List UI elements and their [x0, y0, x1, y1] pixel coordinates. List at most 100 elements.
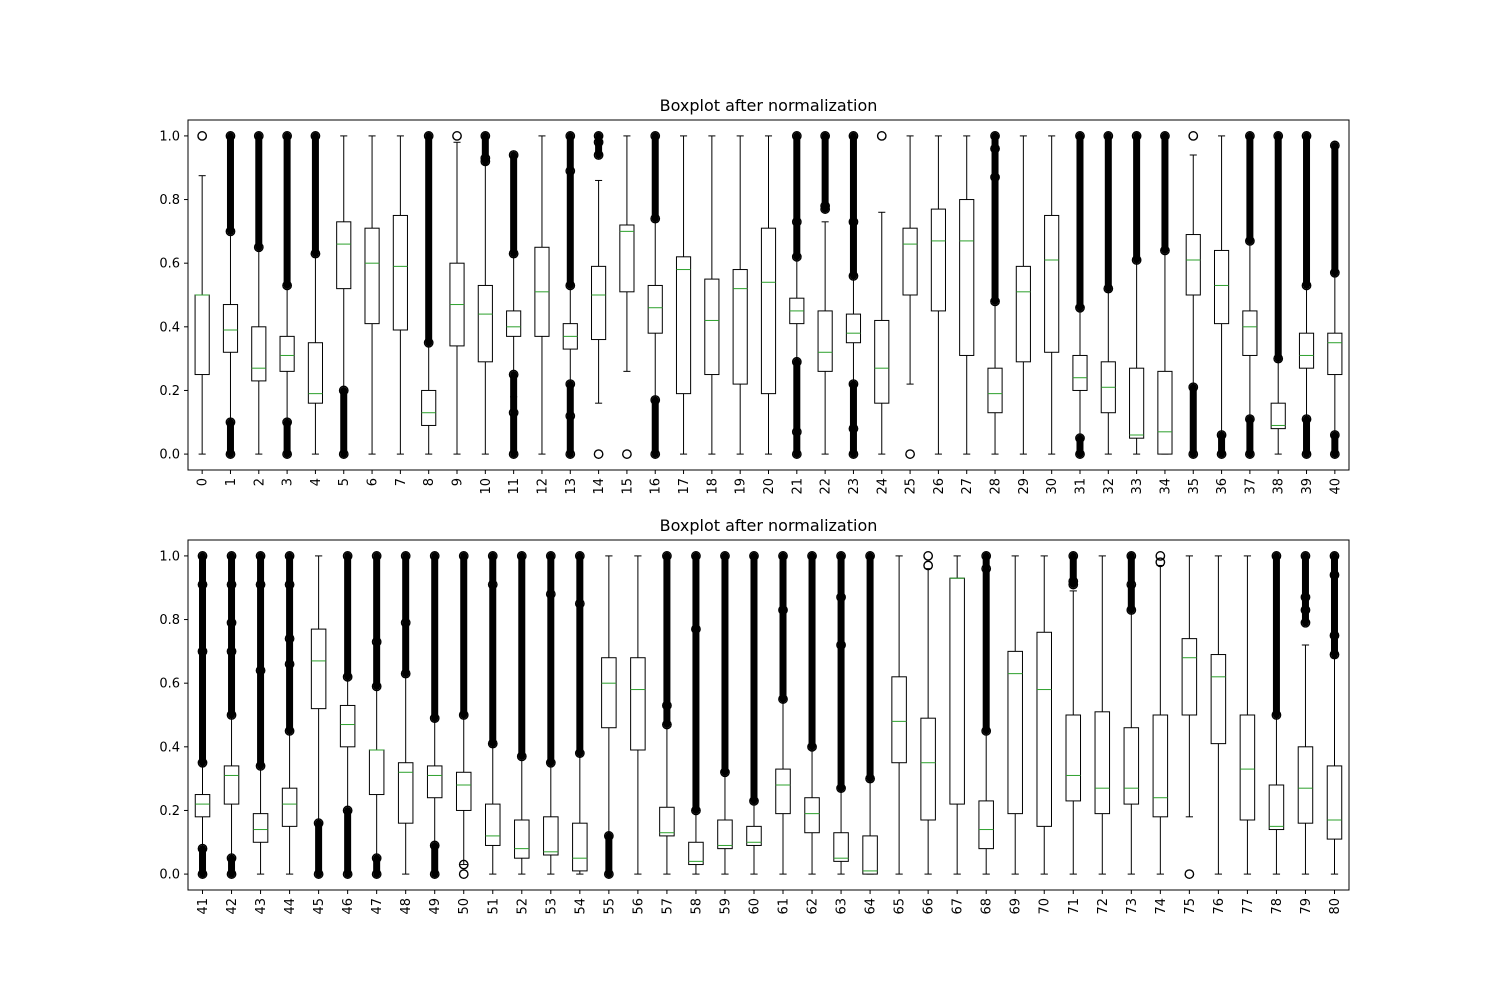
- outlier-marker: [545, 757, 556, 768]
- iqr-box: [281, 787, 298, 827]
- outlier-marker: [197, 843, 208, 854]
- x-tick-label: 2: [252, 478, 267, 486]
- y-tick-label: 0.4: [159, 320, 180, 335]
- outlier-marker: [1300, 617, 1311, 628]
- outlier-marker-band: [651, 132, 659, 223]
- iqr-box: [920, 717, 936, 821]
- iqr-box: [1044, 214, 1060, 353]
- box-64: [862, 551, 878, 875]
- outlier-marker: [282, 280, 293, 291]
- outlier-marker: [255, 665, 266, 676]
- boxplot-panel-bottom: Boxplot after normalization 0.0 0.2 0.4 0.6…: [159, 516, 1350, 915]
- outlier-marker: [1188, 131, 1199, 141]
- box-70: [1036, 555, 1052, 875]
- outlier-marker: [226, 646, 237, 657]
- outlier-marker-band: [982, 552, 990, 735]
- outlier-marker: [342, 671, 353, 682]
- iqr-box: [659, 806, 675, 837]
- x-tick-label: 11: [507, 478, 522, 495]
- outlier-marker-band: [663, 552, 671, 729]
- outlier-marker-band: [1246, 132, 1254, 245]
- iqr-box: [1094, 711, 1111, 815]
- outlier-marker-band: [1076, 434, 1084, 458]
- outlier-marker: [1184, 869, 1195, 879]
- iqr-box: [987, 367, 1003, 414]
- iqr-box: [1015, 265, 1031, 363]
- outlier-marker: [791, 251, 802, 262]
- box-63: [833, 551, 849, 875]
- iqr-box: [959, 199, 975, 356]
- x-tick-label: 79: [1299, 898, 1314, 915]
- iqr-box: [704, 278, 720, 376]
- outlier-marker-band: [283, 132, 291, 289]
- x-tick-label: 17: [677, 478, 692, 495]
- iqr-box: [279, 335, 295, 372]
- outlier-marker: [226, 617, 237, 628]
- outlier-marker-band: [692, 552, 700, 814]
- outlier-marker: [1329, 449, 1340, 459]
- x-tick-label: 37: [1243, 478, 1258, 495]
- outlier-marker-band: [199, 552, 207, 767]
- outlier-marker: [807, 741, 817, 752]
- iqr-box: [1065, 714, 1082, 802]
- iqr-box: [368, 749, 385, 796]
- x-tick-label: 5: [337, 478, 352, 486]
- outlier-marker: [720, 767, 730, 778]
- outlier-marker: [905, 449, 915, 459]
- x-tick-label: 20: [762, 478, 777, 495]
- x-tick-label: 15: [620, 478, 635, 495]
- outlier-marker: [1126, 579, 1137, 590]
- outlier-marker-band: [373, 854, 381, 878]
- x-tick-label: 47: [370, 898, 385, 915]
- x-tick-label: 26: [932, 478, 947, 495]
- outlier-marker: [429, 551, 440, 561]
- x-tick-label: 70: [1038, 898, 1053, 915]
- x-tick-label: 4: [309, 478, 324, 486]
- outlier-marker: [545, 589, 556, 599]
- box-39: [1298, 131, 1315, 459]
- outlier-marker: [1126, 551, 1137, 561]
- iqr-box: [949, 577, 965, 805]
- outlier-marker: [1216, 430, 1227, 440]
- outlier-marker: [603, 831, 614, 841]
- iqr-box: [251, 326, 267, 382]
- outlier-marker-band: [866, 552, 874, 783]
- outlier-marker: [458, 869, 469, 879]
- x-tick-label: 61: [777, 898, 792, 915]
- y-tick-label: 0.6: [159, 677, 180, 692]
- x-tick-label: 57: [660, 898, 675, 915]
- outlier-marker-band: [1272, 552, 1280, 719]
- iqr-box: [1213, 249, 1230, 325]
- outlier-marker: [1244, 236, 1255, 246]
- box-10: [477, 131, 493, 455]
- x-tick-label: 72: [1096, 898, 1111, 915]
- x-tick-label: 19: [734, 478, 749, 495]
- outlier-marker: [691, 805, 701, 816]
- outlier-marker: [865, 773, 875, 784]
- outlier-marker: [487, 579, 498, 590]
- outlier-marker: [310, 248, 321, 259]
- outlier-marker: [400, 617, 411, 628]
- outlier-marker: [848, 379, 859, 389]
- box-30: [1044, 135, 1060, 455]
- box-1: [222, 131, 239, 459]
- outlier-marker-band: [1331, 141, 1339, 277]
- outlier-marker: [1329, 140, 1340, 151]
- outlier-marker: [1271, 551, 1282, 561]
- x-tick-label: 67: [951, 898, 966, 915]
- iqr-box: [1123, 727, 1140, 805]
- outlier-marker: [650, 131, 661, 141]
- x-tick-label: 28: [989, 478, 1004, 495]
- outlier-marker: [836, 551, 846, 561]
- iqr-box: [978, 800, 994, 850]
- x-tick-label: 7: [394, 478, 409, 486]
- x-tick-label: 51: [486, 898, 501, 915]
- outlier-marker: [197, 131, 208, 141]
- outlier-marker: [1300, 605, 1311, 615]
- outlier-marker: [820, 131, 831, 141]
- outlier-marker: [225, 131, 236, 141]
- x-tick-label: 73: [1125, 898, 1140, 915]
- outlier-marker: [313, 869, 324, 879]
- outlier-marker: [452, 131, 462, 141]
- box-41: [194, 551, 211, 879]
